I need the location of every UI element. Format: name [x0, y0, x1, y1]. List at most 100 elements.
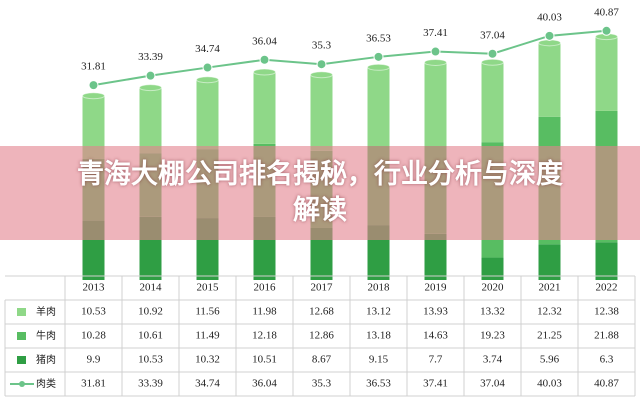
table-cell: 31.81: [81, 378, 106, 390]
bar-segment: [481, 257, 504, 280]
x-tick-label: 2022: [596, 282, 618, 294]
bar-segment: [310, 227, 333, 280]
banner-title: 青海大棚公司排名揭秘，行业分析与深度解读: [77, 159, 563, 226]
table-cell: 10.61: [138, 330, 163, 342]
bar-segment: [595, 242, 618, 280]
bar-segment: [367, 67, 390, 147]
x-tick-label: 2014: [140, 282, 163, 294]
bar-cap: [367, 63, 390, 71]
bar-segment: [424, 233, 447, 280]
bar-cap: [139, 84, 162, 92]
data-label: 37.04: [480, 29, 505, 41]
bar-segment: [82, 95, 105, 159]
bar-cap: [424, 58, 447, 66]
line-point: [430, 46, 441, 57]
table-cell: 13.93: [423, 306, 448, 318]
data-label: 37.41: [423, 27, 448, 39]
table-cell: 13.18: [366, 330, 391, 342]
legend-swatch: [17, 356, 26, 364]
line-point: [601, 25, 612, 36]
table-cell: 40.87: [594, 378, 619, 390]
table-cell: 10.51: [252, 354, 277, 366]
table-cell: 13.12: [366, 306, 391, 318]
table-cell: 12.68: [309, 306, 334, 318]
legend-label: 肉类: [36, 377, 56, 390]
line-point: [373, 51, 384, 62]
bar-segment: [196, 79, 219, 150]
bar-segment: [595, 36, 618, 111]
data-label: 31.81: [81, 61, 106, 73]
table-cell: 10.32: [195, 354, 220, 366]
table-cell: 14.63: [423, 330, 448, 342]
table-cell: 37.04: [480, 378, 505, 390]
table-cell: 8.67: [312, 354, 332, 366]
bar-cap: [253, 68, 276, 76]
table-cell: 12.38: [594, 306, 619, 318]
legend-label: 猪肉: [36, 353, 56, 366]
x-tick-label: 2020: [482, 282, 505, 294]
table-cell: 11.98: [252, 306, 277, 318]
table-cell: 10.53: [81, 306, 106, 318]
line-point: [259, 54, 270, 65]
bar-segment: [538, 42, 561, 117]
bar-cap: [82, 92, 105, 100]
table-cell: 5.96: [540, 354, 560, 366]
table-cell: 40.03: [537, 378, 562, 390]
line: [93, 29, 607, 87]
data-label: 34.74: [195, 43, 220, 55]
bar-cap: [310, 71, 333, 79]
legend-label: 牛肉: [36, 329, 56, 342]
table-cell: 10.92: [138, 306, 163, 318]
table-cell: 3.74: [483, 354, 503, 366]
table-cell: 34.74: [195, 378, 220, 390]
table-cell: 37.41: [423, 378, 448, 390]
data-label: 36.04: [252, 35, 277, 47]
table-cell: 12.18: [252, 330, 277, 342]
table-cell: 21.25: [537, 330, 562, 342]
x-tick-label: 2018: [368, 282, 391, 294]
bar-segment: [424, 62, 447, 147]
table-cell: 36.53: [366, 378, 391, 390]
x-tick-label: 2013: [83, 282, 106, 294]
line-point: [145, 70, 156, 81]
banner: 青海大棚公司排名揭秘，行业分析与深度解读: [0, 146, 640, 240]
table-cell: 12.32: [537, 306, 562, 318]
bar-cap: [481, 58, 504, 66]
bar-segment: [253, 71, 276, 144]
x-tick-label: 2017: [311, 282, 334, 294]
table-cell: 10.53: [138, 354, 163, 366]
table-cell: 33.39: [138, 378, 163, 390]
data-label: 33.39: [138, 51, 163, 63]
legend-swatch: [17, 308, 26, 316]
x-tick-label: 2016: [254, 282, 277, 294]
table-cell: 11.56: [195, 306, 220, 318]
line-point: [202, 62, 213, 73]
bar-segment: [310, 74, 333, 151]
bar-segment: [481, 62, 504, 143]
table-cell: 21.88: [594, 330, 619, 342]
data-label: 36.53: [366, 32, 391, 44]
legend-swatch: [17, 332, 26, 340]
table-cell: 7.7: [429, 354, 443, 366]
data-label: 35.3: [312, 40, 332, 52]
table-cell: 13.32: [480, 306, 505, 318]
data-label: 40.03: [537, 11, 562, 23]
bar-segment: [139, 87, 162, 154]
table-cell: 35.3: [312, 378, 332, 390]
legend-label: 羊肉: [36, 305, 56, 318]
x-tick-label: 2015: [197, 282, 220, 294]
line-point: [88, 80, 99, 91]
table-cell: 10.28: [81, 330, 106, 342]
table-cell: 9.15: [369, 354, 389, 366]
table-cell: 9.9: [87, 354, 101, 366]
legend-dot: [19, 381, 25, 387]
table-cell: 36.04: [252, 378, 277, 390]
x-tick-label: 2019: [425, 282, 448, 294]
table-cell: 19.23: [480, 330, 505, 342]
table-cell: 11.49: [195, 330, 220, 342]
table-cell: 12.86: [309, 330, 334, 342]
line-point: [316, 59, 327, 70]
line-point: [544, 30, 555, 41]
line-point: [487, 48, 498, 59]
